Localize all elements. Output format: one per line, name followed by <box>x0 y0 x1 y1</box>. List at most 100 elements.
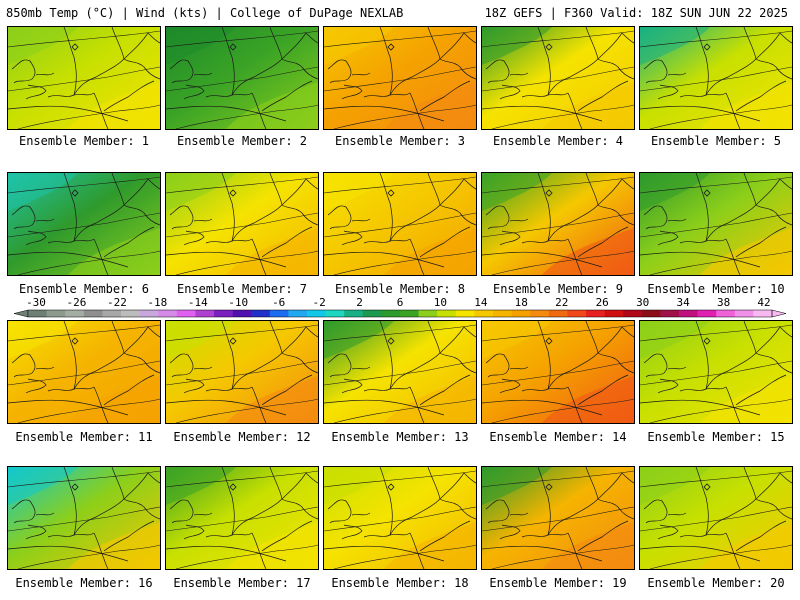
colorbar-swatch <box>46 310 66 317</box>
temperature-map <box>324 27 476 129</box>
colorbar-swatch <box>65 310 85 317</box>
temperature-map <box>8 321 160 423</box>
colorbar-tick-label: -10 <box>228 296 248 309</box>
temperature-colorbar: -30 -26 -22 -18 -14 -10 -6 -2 2 6 10 14 18 22 26 30 34 38… <box>13 296 787 318</box>
temperature-map <box>640 27 792 129</box>
colorbar-swatch <box>679 310 698 317</box>
ensemble-member-label: Ensemble Member: 8 <box>334 282 466 296</box>
colorbar-swatch <box>362 310 382 317</box>
ensemble-member-label: Ensemble Member: 6 <box>18 282 150 296</box>
ensemble-map-panel <box>7 26 161 130</box>
ensemble-member-label: Ensemble Member: 16 <box>15 576 153 590</box>
ensemble-map-panel <box>323 320 477 424</box>
colorbar-tick-label: 6 <box>397 296 404 309</box>
ensemble-member-label: Ensemble Member: 19 <box>489 576 627 590</box>
colorbar-tick-label: 30 <box>636 296 649 309</box>
colorbar-swatch <box>530 310 550 317</box>
ensemble-member-label: Ensemble Member: 3 <box>334 134 466 148</box>
colorbar-swatch <box>734 310 754 317</box>
header-valid-time: 18Z GEFS | F360 Valid: 18Z SUN JUN 22 20… <box>484 6 788 20</box>
ensemble-member-label: Ensemble Member: 17 <box>173 576 311 590</box>
temperature-map <box>166 27 318 129</box>
ensemble-member-label: Ensemble Member: 9 <box>492 282 624 296</box>
colorbar-swatch <box>418 310 438 317</box>
colorbar-swatch <box>102 310 122 317</box>
ensemble-map-panel <box>165 466 319 570</box>
ensemble-map-panel <box>481 26 635 130</box>
colorbar-tick-label: 18 <box>515 296 528 309</box>
colorbar-swatch <box>83 310 103 317</box>
colorbar-swatch <box>251 310 271 317</box>
colorbar-tick-label: 42 <box>757 296 770 309</box>
ensemble-map-panel <box>323 466 477 570</box>
temperature-map <box>324 467 476 569</box>
ensemble-map-panel <box>323 26 477 130</box>
header-title: 850mb Temp (°C) | Wind (kts) | College o… <box>6 6 404 20</box>
ensemble-map-panel <box>481 172 635 276</box>
colorbar-swatch <box>586 310 605 317</box>
colorbar-tick-label: 38 <box>717 296 730 309</box>
temperature-map <box>8 173 160 275</box>
colorbar-swatch <box>269 310 289 317</box>
colorbar-swatch <box>623 310 643 317</box>
ensemble-member-label: Ensemble Member: 5 <box>650 134 782 148</box>
colorbar-swatch <box>753 310 773 317</box>
colorbar-swatch <box>176 310 196 317</box>
ensemble-map-panel <box>323 172 477 276</box>
colorbar-tick-label: 34 <box>676 296 690 309</box>
colorbar-swatch <box>195 310 215 317</box>
ensemble-member-label: Ensemble Member: 10 <box>647 282 785 296</box>
ensemble-map-panel <box>639 172 793 276</box>
colorbar-swatch <box>697 310 717 317</box>
ensemble-map-panel <box>639 26 793 130</box>
ensemble-member-label: Ensemble Member: 4 <box>492 134 624 148</box>
temperature-map <box>640 173 792 275</box>
temperature-map <box>640 321 792 423</box>
ensemble-map-panel <box>7 320 161 424</box>
temperature-map <box>482 321 634 423</box>
colorbar-swatch <box>660 310 680 317</box>
colorbar-swatch <box>400 310 419 317</box>
ensemble-map-panel <box>639 466 793 570</box>
colorbar-tick-label: -30 <box>26 296 46 309</box>
colorbar-swatch <box>28 310 47 317</box>
colorbar-swatch <box>548 310 568 317</box>
ensemble-map-panel <box>481 320 635 424</box>
colorbar-swatch <box>716 310 736 317</box>
colorbar-swatch <box>641 310 661 317</box>
ensemble-member-label: Ensemble Member: 14 <box>489 430 627 444</box>
colorbar-swatch <box>567 310 587 317</box>
temperature-map <box>166 321 318 423</box>
colorbar-tick-label: -2 <box>312 296 325 309</box>
colorbar-tick-label: -6 <box>272 296 285 309</box>
temperature-map <box>482 467 634 569</box>
colorbar-tick-label: 2 <box>356 296 363 309</box>
ensemble-member-label: Ensemble Member: 13 <box>331 430 469 444</box>
ensemble-map-panel <box>481 466 635 570</box>
ensemble-map-panel <box>165 172 319 276</box>
colorbar-swatch <box>493 310 512 317</box>
colorbar-tick-label: -14 <box>188 296 208 309</box>
colorbar-swatch <box>121 310 140 317</box>
colorbar-swatch <box>232 310 252 317</box>
ensemble-map-panel <box>165 26 319 130</box>
colorbar-right-arrow <box>771 309 787 318</box>
colorbar-swatch <box>474 310 494 317</box>
ensemble-member-label: Ensemble Member: 7 <box>176 282 308 296</box>
ensemble-member-label: Ensemble Member: 2 <box>176 134 308 148</box>
temperature-map <box>8 467 160 569</box>
temperature-map <box>482 173 634 275</box>
colorbar-swatch <box>604 310 624 317</box>
colorbar-swatch <box>437 310 457 317</box>
temperature-map <box>166 467 318 569</box>
ensemble-member-label: Ensemble Member: 20 <box>647 576 785 590</box>
ensemble-map-panel <box>7 466 161 570</box>
colorbar-tick-label: 10 <box>434 296 447 309</box>
colorbar-swatch <box>158 310 178 317</box>
temperature-map <box>8 27 160 129</box>
ensemble-member-label: Ensemble Member: 12 <box>173 430 311 444</box>
colorbar-tick-label: -26 <box>66 296 86 309</box>
ensemble-member-label: Ensemble Member: 1 <box>18 134 150 148</box>
colorbar-swatch <box>344 310 364 317</box>
ensemble-map-panel <box>639 320 793 424</box>
